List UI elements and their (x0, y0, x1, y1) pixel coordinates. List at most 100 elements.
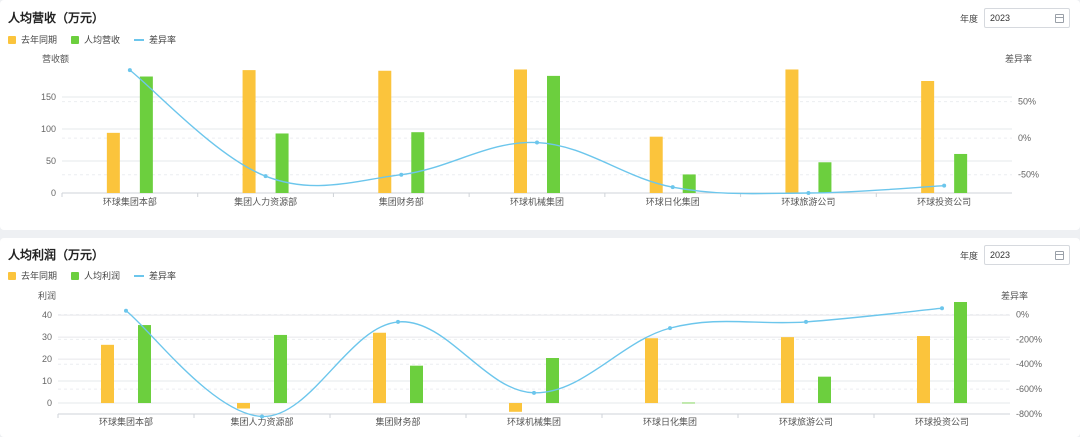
bar-last-year[interactable] (373, 332, 386, 404)
legend-swatch-diff (134, 274, 145, 277)
bar-last-year[interactable] (645, 338, 658, 404)
y-tick-label: 0 (47, 398, 52, 408)
x-category-label: 环球投资公司 (915, 416, 969, 427)
point-diff-rate[interactable] (940, 306, 944, 311)
point-diff-rate[interactable] (804, 319, 808, 324)
bar-current[interactable] (954, 153, 968, 193)
legend-label: 去年同期 (21, 35, 58, 45)
revenue-panel: 人均营收（万元） 去年同期 人均营收 差异率 年度 2023 营收额 差异率 0… (0, 0, 1080, 230)
x-category-label: 环球投资公司 (917, 196, 971, 207)
panel-title: 人均利润（万元） (8, 248, 105, 262)
bar-last-year[interactable] (917, 336, 930, 404)
y2-tick-label: 50% (1018, 97, 1036, 107)
legend-item-current[interactable]: 人均利润 (71, 269, 120, 282)
y2-tick-label: -200% (1016, 334, 1042, 344)
calendar-icon (1055, 250, 1064, 260)
bar-current[interactable] (410, 365, 423, 404)
bar-last-year[interactable] (514, 69, 527, 193)
y-tick-label: 0 (51, 188, 56, 198)
y2-tick-label: -50% (1018, 170, 1039, 180)
bar-current[interactable] (138, 325, 151, 404)
legend-swatch-current (71, 35, 80, 44)
bar-current[interactable] (546, 358, 559, 404)
y2-axis-title: 差异率 (1004, 54, 1032, 64)
legend-item-diff[interactable]: 差异率 (134, 269, 176, 282)
x-category-label: 环球日化集团 (646, 196, 700, 207)
year-filter: 年度 2023 (960, 245, 1070, 265)
year-picker[interactable]: 2023 (984, 8, 1070, 28)
bar-current[interactable] (818, 162, 832, 193)
revenue-chart: 0 50 100 150 -50% 0% 50% 环球集团本部 集团人力资源部 集团财务部 环球机械… (41, 68, 1039, 207)
legend-label: 差异率 (149, 35, 177, 45)
point-diff-rate[interactable] (396, 319, 400, 324)
point-diff-rate[interactable] (806, 191, 811, 195)
point-diff-rate[interactable] (399, 172, 404, 177)
year-label: 年度 (959, 250, 978, 261)
chart-legend: 去年同期 人均利润 差异率 (8, 269, 176, 282)
bar-last-year[interactable] (101, 344, 114, 404)
bar-current[interactable] (547, 75, 560, 193)
point-diff-rate[interactable] (260, 414, 264, 419)
x-category-label: 环球日化集团 (643, 416, 697, 427)
point-diff-rate[interactable] (535, 140, 539, 145)
x-category-label: 环球旅游公司 (779, 416, 833, 427)
year-picker[interactable]: 2023 (984, 245, 1070, 265)
x-category-label: 集团财务部 (379, 196, 424, 207)
bar-last-year[interactable] (106, 132, 120, 193)
bar-last-year[interactable] (649, 136, 663, 193)
point-diff-rate[interactable] (124, 308, 128, 313)
y2-axis-title: 差异率 (1000, 291, 1028, 301)
y-tick-label: 40 (42, 310, 52, 320)
bar-last-year[interactable] (921, 81, 935, 193)
y2-tick-label: -400% (1016, 359, 1042, 369)
legend-item-last-year[interactable]: 去年同期 (8, 33, 57, 46)
y2-tick-label: 0% (1018, 133, 1031, 143)
legend-item-diff[interactable]: 差异率 (134, 33, 176, 46)
bar-current[interactable] (954, 302, 967, 404)
legend-label: 去年同期 (21, 271, 58, 281)
x-category-label: 环球集团本部 (99, 416, 153, 427)
x-category-label: 集团人力资源部 (230, 416, 293, 427)
point-diff-rate[interactable] (532, 390, 536, 395)
y-tick-label: 20 (42, 354, 52, 364)
bar-current[interactable] (275, 133, 289, 193)
bar-last-year[interactable] (509, 403, 522, 412)
bar-current[interactable] (411, 132, 425, 193)
bar-last-year[interactable] (785, 69, 799, 193)
legend-label: 人均利润 (84, 271, 121, 281)
legend-swatch-diff (134, 38, 145, 41)
point-diff-rate[interactable] (668, 326, 672, 331)
y2-tick-label: 0% (1016, 309, 1029, 319)
bar-last-year[interactable] (237, 403, 250, 409)
y2-tick-label: -800% (1016, 409, 1042, 419)
profit-chart: 0 10 20 30 40 -800% -600% -400% -200% 0% 环球集团本部 集团人… (42, 302, 1042, 427)
bar-current[interactable] (818, 376, 831, 404)
point-diff-rate[interactable] (263, 174, 268, 179)
year-value: 2023 (990, 13, 1011, 23)
bar-last-year[interactable] (781, 337, 794, 404)
point-diff-rate[interactable] (127, 68, 132, 73)
bar-current[interactable] (682, 402, 695, 404)
y2-tick-label: -600% (1016, 384, 1042, 394)
profit-panel: 人均利润（万元） 去年同期 人均利润 差异率 年度 2023 利润 差异率 0 1… (0, 238, 1080, 437)
x-category-label: 环球集团本部 (103, 196, 157, 207)
y-tick-label: 30 (42, 332, 52, 342)
y-tick-label: 150 (41, 92, 56, 102)
bar-current[interactable] (682, 174, 696, 193)
chart-legend: 去年同期 人均营收 差异率 (8, 33, 176, 46)
legend-label: 人均营收 (84, 35, 121, 45)
point-diff-rate[interactable] (670, 185, 675, 190)
legend-swatch-current (71, 271, 80, 280)
bar-last-year[interactable] (242, 70, 256, 193)
year-value: 2023 (990, 250, 1011, 260)
bar-current[interactable] (139, 76, 153, 193)
bar-last-year[interactable] (378, 70, 392, 193)
legend-item-last-year[interactable]: 去年同期 (8, 269, 57, 282)
y-axis-title: 利润 (38, 291, 57, 301)
bar-current[interactable] (274, 334, 287, 404)
x-category-label: 集团财务部 (375, 416, 420, 427)
point-diff-rate[interactable] (942, 183, 947, 188)
y-tick-label: 10 (42, 376, 52, 386)
y-tick-label: 50 (46, 156, 56, 166)
legend-item-current[interactable]: 人均营收 (71, 33, 120, 46)
